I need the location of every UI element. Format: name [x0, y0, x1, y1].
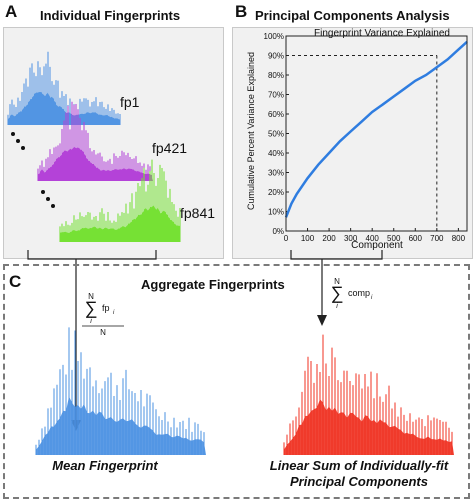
y-tick-label: 20%: [268, 188, 284, 197]
sum-denominator: N: [100, 328, 106, 336]
y-tick-label: 80%: [268, 71, 284, 80]
ellipsis-dots-1: [11, 132, 25, 150]
panel-b-box: [232, 27, 473, 259]
fp421-label: fp421: [152, 140, 188, 156]
fingerprint-fp1: [7, 51, 121, 125]
y-tick-label: 100%: [264, 32, 284, 41]
fingerprint-stack: [7, 51, 181, 242]
x-tick-label: 700: [430, 234, 444, 243]
sum-index: i: [90, 318, 92, 325]
linear-sum-caption-line1: Linear Sum of Individually-fit: [269, 458, 449, 473]
fp841-label: fp841: [180, 205, 216, 221]
sum-formula: N ∑ i comp i: [331, 277, 373, 310]
panel-c-letter: C: [9, 272, 22, 291]
sum-top-right: N: [334, 277, 340, 286]
aggregate-plots: [35, 327, 454, 455]
x-tick-label: 300: [344, 234, 358, 243]
sum-term-sub: i: [113, 310, 115, 316]
panel-b-title: Principal Components Analysis: [255, 8, 450, 23]
x-tick-label: 400: [366, 234, 380, 243]
chart-y-label: Cumulative Percent Variance Explained: [246, 52, 256, 210]
x-tick-label: 0: [284, 234, 289, 243]
fp1-label: fp1: [120, 94, 140, 110]
pca-chart: Fingerprint Variance Explained Component…: [246, 28, 468, 251]
chart-title: Fingerprint Variance Explained: [314, 28, 450, 39]
panel-b-letter: B: [235, 2, 248, 21]
sum-term: fp: [102, 303, 110, 313]
fingerprint-fp841: [59, 159, 181, 242]
x-tick-label: 100: [301, 234, 315, 243]
sigma-icon: ∑: [85, 298, 98, 318]
sum-index-right: i: [336, 303, 338, 310]
panel-a-title: Individual Fingerprints: [40, 8, 181, 23]
arrow-down-right-icon: [317, 315, 327, 326]
mean-fingerprint-caption: Mean Fingerprint: [52, 458, 158, 473]
y-tick-label: 90%: [268, 52, 284, 61]
y-tick-label: 40%: [268, 149, 284, 158]
y-tick-label: 30%: [268, 169, 284, 178]
y-tick-label: 70%: [268, 91, 284, 100]
chart-frame: [285, 35, 468, 232]
sigma-icon: ∑: [331, 283, 344, 303]
y-tick-label: 50%: [268, 130, 284, 139]
panel-c-box: [3, 264, 470, 499]
linear-sum-plot: [283, 334, 454, 455]
mean-formula: N ∑ i fp i N: [82, 292, 124, 336]
y-tick-label: 60%: [268, 110, 284, 119]
sum-top: N: [88, 292, 94, 301]
variance-curve: [284, 40, 468, 218]
panel-a-letter: A: [5, 2, 18, 21]
x-tick-label: 200: [322, 234, 336, 243]
x-tick-label: 500: [387, 234, 401, 243]
y-tick-label: 0%: [272, 227, 284, 236]
sum-term-sub-right: i: [371, 295, 373, 301]
panel-a-box: [3, 27, 224, 259]
y-tick-label: 10%: [268, 208, 284, 217]
x-tick-label: 800: [452, 234, 466, 243]
ellipsis-dots-2: [41, 190, 55, 208]
panel-c-title: Aggregate Fingerprints: [141, 277, 285, 292]
sum-term-right: comp: [348, 288, 370, 298]
mean-fingerprint-plot: [35, 327, 206, 455]
chart-x-label: Component: [351, 240, 403, 251]
x-tick-label: 600: [409, 234, 423, 243]
linear-sum-caption-line2: Principal Components: [290, 474, 428, 489]
